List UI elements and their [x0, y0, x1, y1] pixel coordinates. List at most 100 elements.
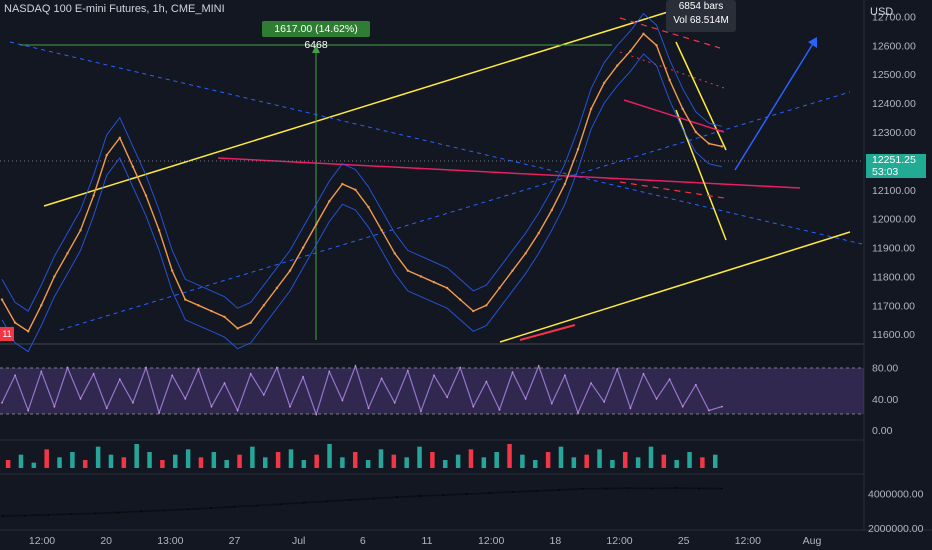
dashed-blue-descending[interactable] — [9, 41, 863, 245]
volume-bar — [288, 449, 294, 468]
cumulative-point — [326, 500, 328, 503]
volume-bar — [520, 454, 525, 468]
cumulative-point — [651, 487, 654, 490]
rsi-point — [472, 405, 475, 408]
cumulative-point — [581, 488, 584, 490]
rsi-line[interactable] — [1, 364, 723, 417]
measure-label: 1617.00 (14.62%) 6468 — [262, 21, 370, 51]
price-point — [144, 194, 148, 197]
rsi-point — [708, 409, 710, 412]
volume-bar — [198, 457, 204, 468]
cumulative-point — [233, 505, 236, 508]
price-point — [157, 229, 161, 232]
price-point — [380, 229, 383, 232]
cumulative-point — [140, 510, 143, 513]
trend-red-support[interactable] — [519, 324, 576, 341]
channel-dash-red-2[interactable] — [619, 51, 725, 89]
volume-bar — [185, 449, 191, 468]
forecast-arrow-head — [808, 37, 817, 48]
cumulative-point — [163, 509, 166, 512]
forecast-arrow[interactable] — [734, 41, 815, 171]
price-point — [288, 269, 292, 272]
cumulative-point — [70, 513, 73, 515]
price-tick-label: 12700.00 — [872, 11, 916, 23]
last-price-value: 12251.25 — [872, 154, 916, 166]
cumulative-point — [256, 504, 259, 507]
price-point — [354, 188, 357, 191]
rsi-point — [459, 366, 462, 369]
volume-bar — [507, 444, 512, 468]
price-tick-label: 12400.00 — [872, 98, 916, 110]
price-tick-label: 12100.00 — [872, 185, 916, 197]
rsi-point — [1, 401, 3, 404]
price-point — [40, 304, 43, 307]
cumulative-point — [628, 487, 630, 489]
cumulative-point — [94, 512, 96, 515]
volume-bar — [263, 457, 268, 468]
dashed-blue-ascending[interactable] — [59, 91, 851, 331]
time-tick-label: 18 — [549, 535, 561, 547]
cumulative-point — [279, 503, 282, 505]
volume-bar — [635, 457, 641, 468]
time-tick-label: 12:00 — [735, 535, 761, 547]
volume-bar — [700, 457, 705, 468]
price-point — [550, 208, 554, 212]
price-point — [472, 309, 475, 313]
price-point — [367, 205, 370, 209]
volume-bar — [5, 460, 11, 468]
cumulative-point — [1, 515, 3, 517]
symbol-title[interactable]: NASDAQ 100 E-mini Futures, 1h, CME_MINI — [4, 3, 225, 15]
rsi-point — [223, 382, 226, 385]
price-point — [53, 275, 56, 278]
cumulative-point — [349, 499, 352, 501]
volume-bar — [160, 460, 165, 468]
trend-upper-yellow[interactable] — [43, 1, 701, 207]
rsi-point — [642, 372, 645, 375]
trend-lower-yellow[interactable] — [499, 231, 851, 343]
time-tick-label: 12:00 — [29, 535, 55, 547]
volume-bar — [147, 452, 152, 468]
price-point — [602, 81, 606, 85]
alert-badge[interactable]: 11 — [0, 327, 14, 341]
price-point — [66, 252, 69, 255]
price-series-line[interactable] — [1, 32, 723, 333]
volume-bar — [558, 446, 564, 468]
cumulative-line[interactable] — [1, 487, 723, 517]
rsi-point — [79, 397, 82, 400]
rsi-point — [105, 407, 108, 410]
cumulative-tick-label: 2000000.00 — [868, 523, 924, 535]
rsi-point — [14, 374, 16, 377]
price-point — [223, 315, 226, 319]
trend-pink-resistance[interactable] — [217, 157, 801, 189]
price-point — [118, 136, 122, 139]
cumulative-point — [697, 487, 700, 490]
volume-bar — [430, 452, 435, 468]
price-point — [13, 321, 17, 324]
cumulative-point — [210, 507, 212, 509]
price-point — [131, 165, 135, 168]
price-point — [236, 327, 239, 330]
volume-bar — [610, 460, 615, 468]
rsi-tick-label: 0.00 — [872, 425, 893, 437]
wedge-top-yellow[interactable] — [675, 41, 727, 151]
bollinger-upper — [1, 12, 723, 312]
price-point — [105, 153, 108, 157]
rsi-point — [118, 378, 121, 381]
price-point — [0, 298, 4, 301]
price-point — [275, 286, 279, 290]
rsi-point — [289, 405, 291, 408]
cumulative-point — [396, 496, 398, 498]
volume-bar — [687, 452, 692, 468]
volume-bar — [623, 452, 628, 468]
channel-pink-mid[interactable] — [623, 99, 725, 133]
volume-bar — [340, 457, 345, 468]
rsi-point — [537, 365, 540, 367]
price-point — [589, 107, 593, 111]
volume-bar — [378, 449, 384, 468]
rsi-point — [249, 372, 252, 375]
price-point — [537, 231, 540, 235]
volume-bar — [18, 454, 24, 468]
volume-bar — [365, 460, 371, 468]
cumulative-point — [512, 491, 514, 493]
